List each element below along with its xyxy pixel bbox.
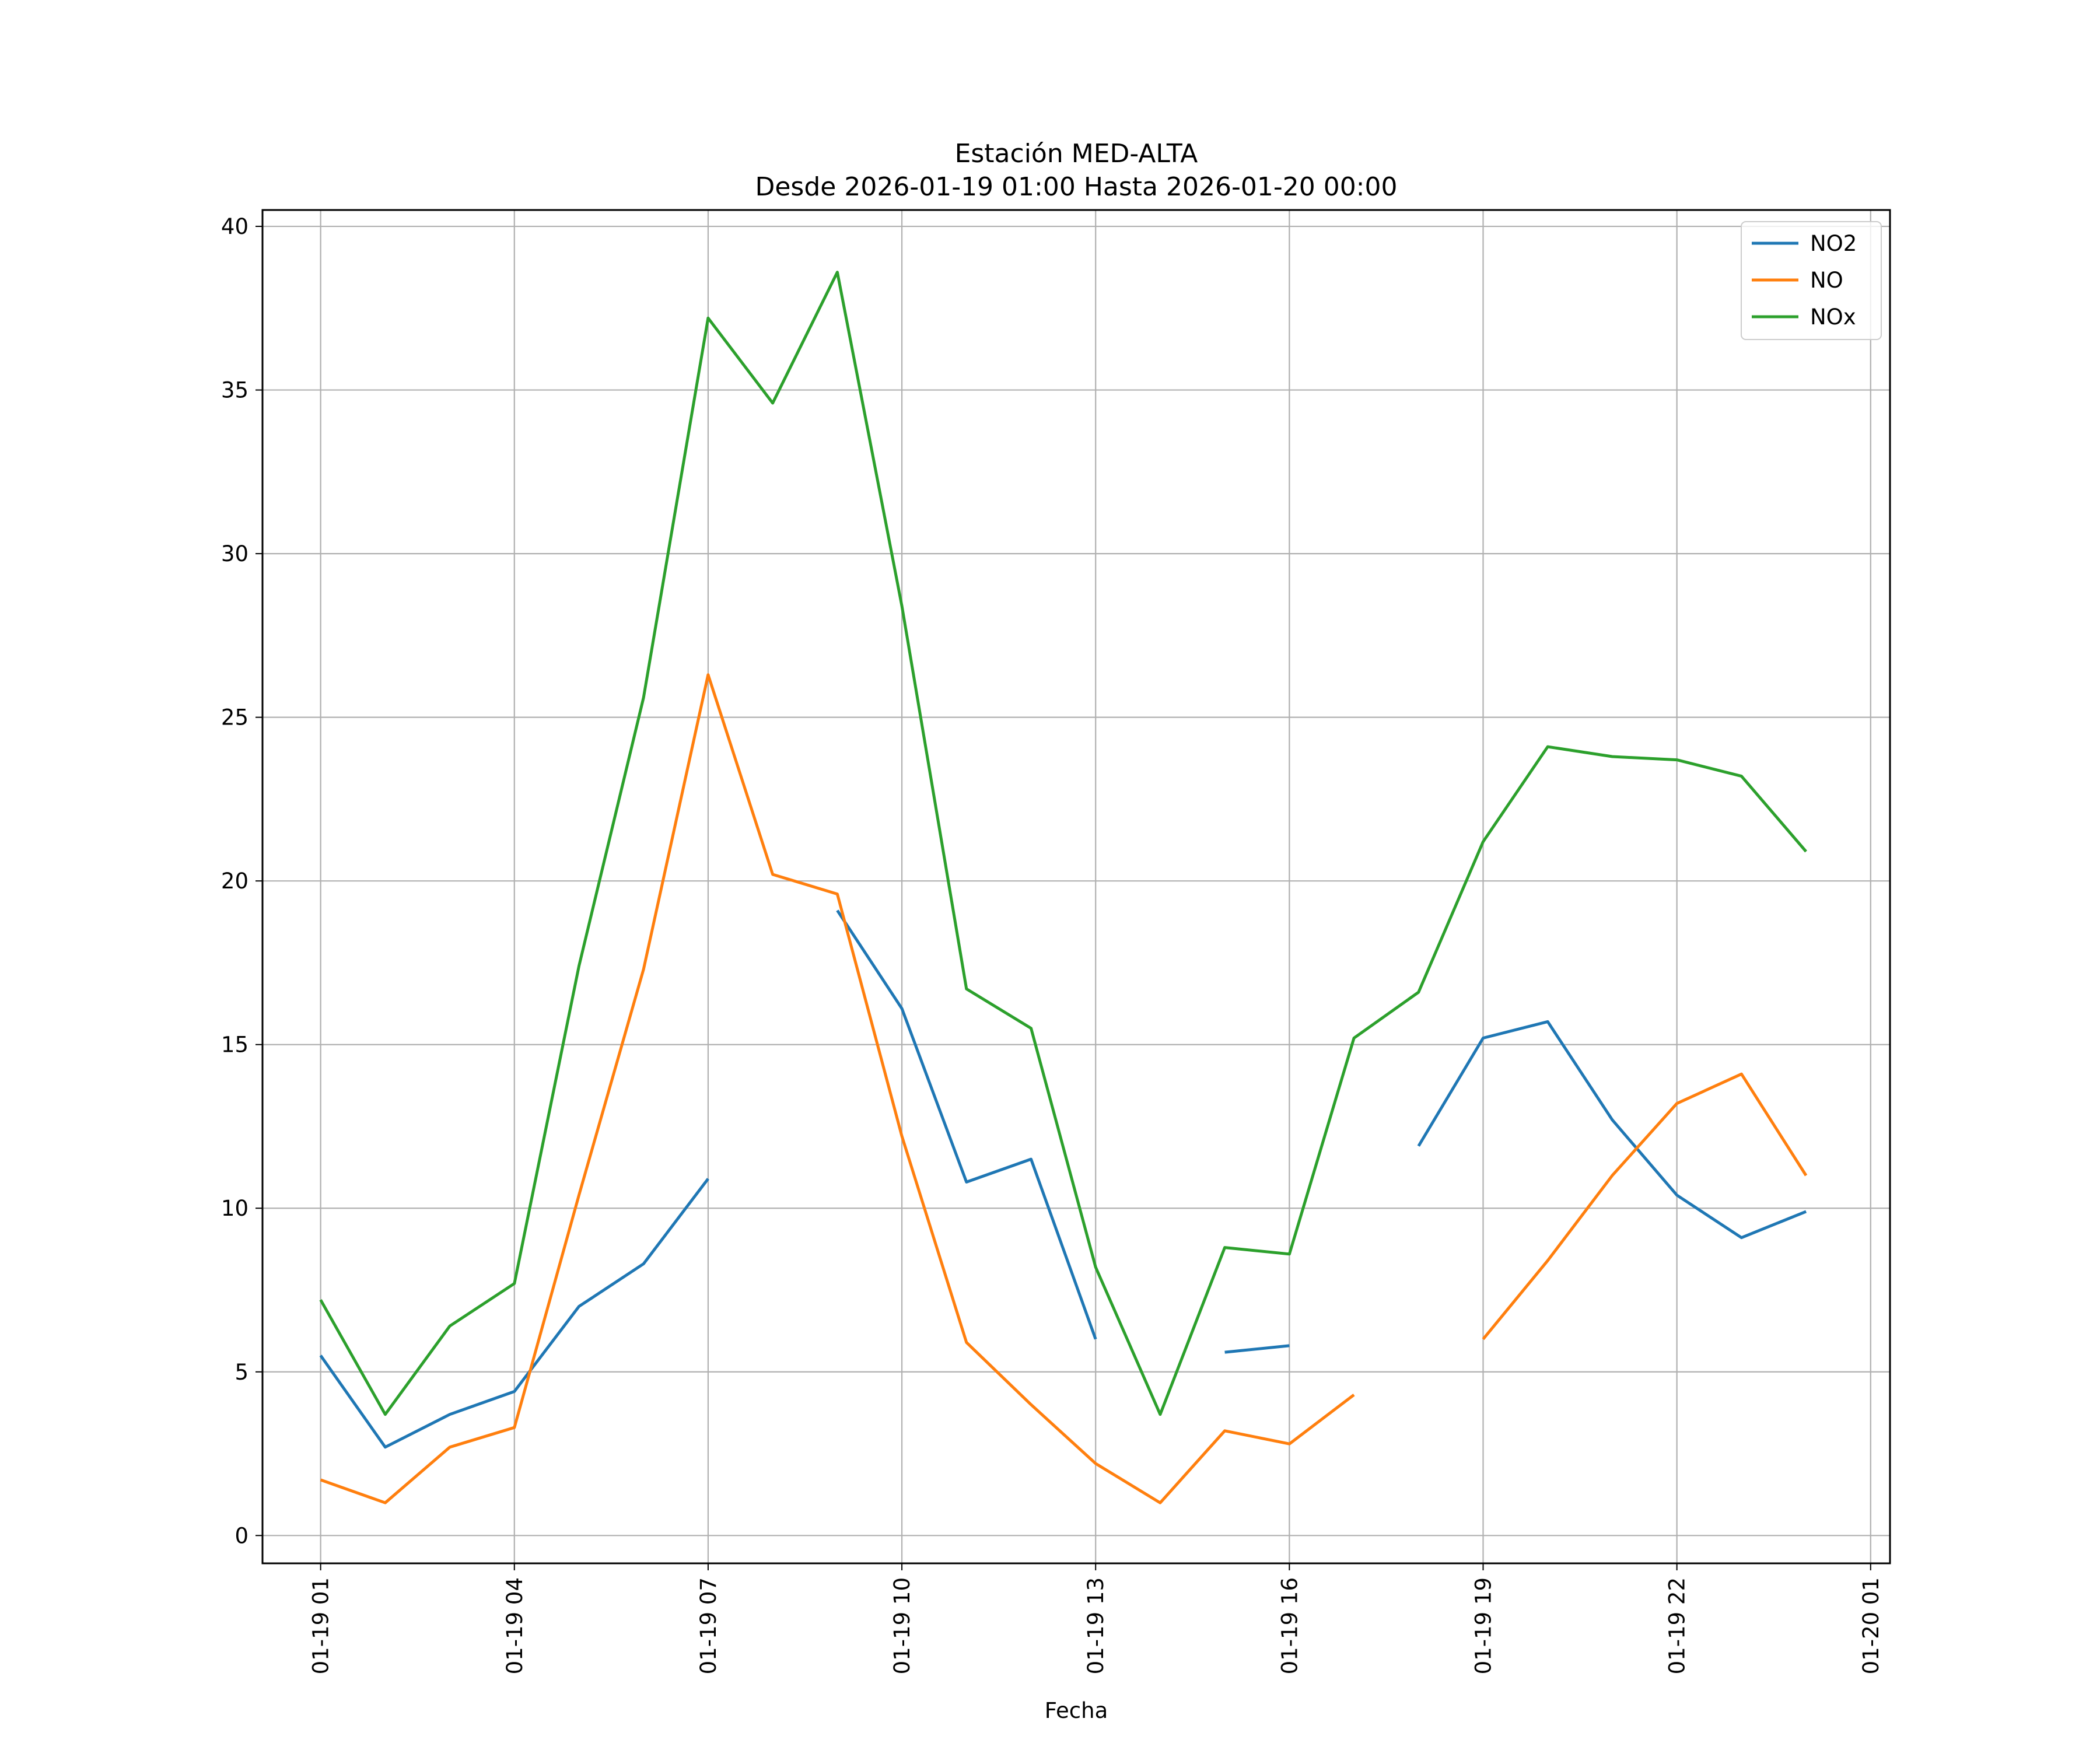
- x-axis-ticks: 01-19 01 01-19 04 01-19 07 01-19 10 01-19 13…: [309, 1563, 1884, 1674]
- legend-label: NO: [1810, 268, 1843, 293]
- legend-box: [1741, 221, 1882, 340]
- y-tick-label: 5: [235, 1360, 249, 1385]
- legend-label: NO2: [1810, 231, 1857, 256]
- plot-area-frame: [261, 209, 1891, 1564]
- series-line-segment: [1482, 1072, 1808, 1340]
- x-tick-label: 01-19 19: [1471, 1577, 1496, 1674]
- series-line-segment: [1417, 1020, 1807, 1240]
- series-line-segment: [836, 909, 1097, 1340]
- y-axis-ticks: 0 5 10 15 20 25 30 35 40: [221, 214, 262, 1548]
- series-nox: [319, 271, 1807, 1416]
- x-tick-label: 01-20 01: [1859, 1577, 1884, 1674]
- y-tick-label: 30: [221, 541, 249, 566]
- series-line-segment: [320, 673, 1355, 1504]
- y-tick-label: 25: [221, 705, 249, 730]
- x-tick-label: 01-19 22: [1665, 1577, 1690, 1674]
- series-line-segment: [319, 271, 1807, 1416]
- series-no2: [319, 909, 1807, 1449]
- x-tick-label: 01-19 01: [309, 1577, 334, 1674]
- x-tick-label: 01-19 10: [890, 1577, 915, 1674]
- series-line-segment: [319, 1178, 709, 1449]
- series-lines: [319, 271, 1808, 1504]
- grid: [262, 210, 1890, 1563]
- x-tick-label: 01-19 04: [502, 1577, 527, 1674]
- y-tick-label: 10: [221, 1196, 249, 1221]
- x-tick-label: 01-19 13: [1083, 1577, 1108, 1674]
- x-tick-label: 01-19 07: [696, 1577, 721, 1674]
- y-tick-label: 35: [221, 378, 249, 403]
- series-line-segment: [1224, 1344, 1290, 1354]
- y-tick-label: 20: [221, 869, 249, 894]
- y-tick-label: 15: [221, 1032, 249, 1058]
- legend: NO2 NO NOx: [1741, 221, 1882, 340]
- y-tick-label: 0: [235, 1523, 249, 1548]
- y-tick-label: 40: [221, 214, 249, 239]
- series-no: [320, 673, 1808, 1504]
- chart-subtitle: Desde 2026-01-19 01:00 Hasta 2026-01-20 …: [755, 172, 1397, 202]
- x-axis-label: Fecha: [1045, 1698, 1108, 1723]
- x-tick-label: 01-19 16: [1277, 1577, 1302, 1674]
- chart-title: Estación MED-ALTA: [955, 139, 1198, 169]
- legend-label: NOx: [1810, 304, 1856, 330]
